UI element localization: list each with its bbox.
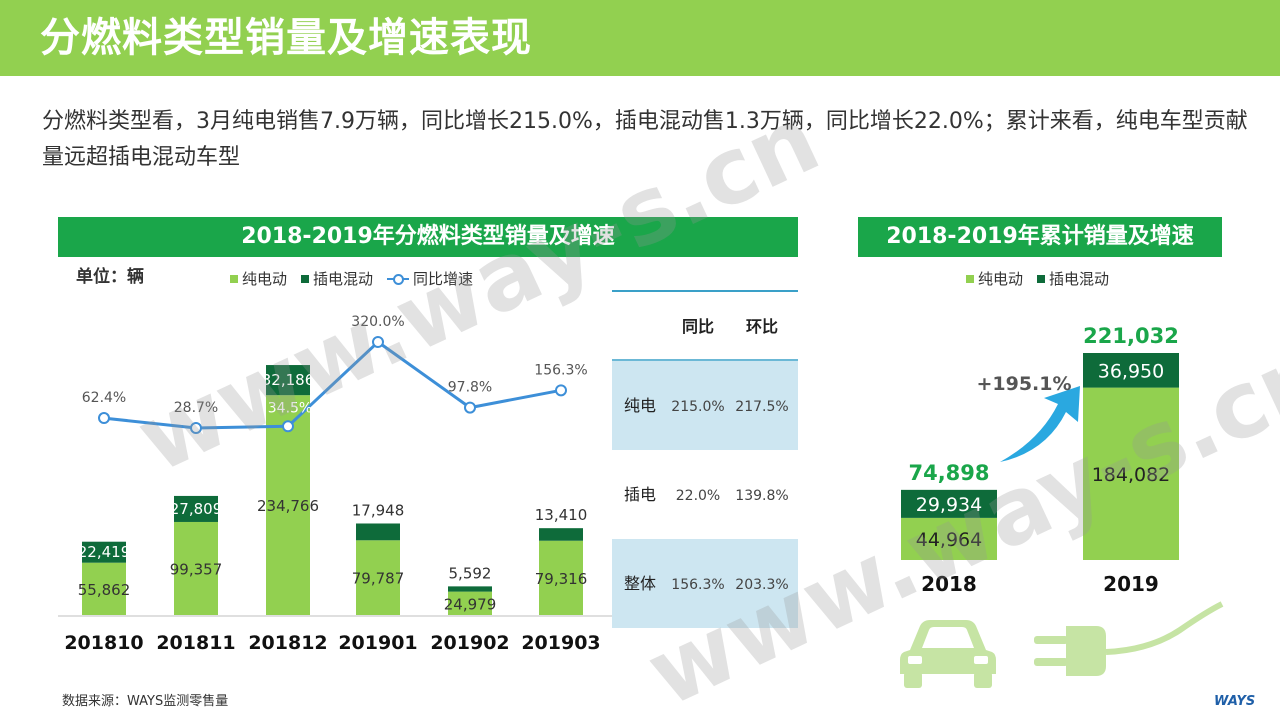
legend-item-bev: 纯电动: [230, 268, 287, 289]
unit-label: 单位：辆: [76, 267, 144, 287]
label-phev-201902: 5,592: [449, 564, 492, 582]
table-cell-mom-0: 217.5%: [735, 399, 788, 415]
table-row-label-1: 插电: [624, 485, 656, 504]
yoy-label-201810: 62.4%: [82, 390, 126, 406]
cum-bar-bev-2019: [1083, 387, 1179, 560]
right-legend-item-bev: 纯电动: [966, 268, 1023, 289]
yoy-point-201810: [98, 412, 110, 425]
yoy-label-201811: 28.7%: [174, 400, 218, 416]
cum-tick-2019: 2019: [1103, 572, 1159, 596]
table-cell-yoy-2: 156.3%: [671, 577, 724, 593]
bar-phev-201811: [174, 495, 218, 522]
legend-swatch-phev: [301, 274, 310, 283]
table-cell-yoy-0: 215.0%: [671, 399, 724, 415]
label-bev-201812: 234,766: [257, 497, 319, 515]
right-legend-swatch-phev: [1037, 274, 1046, 283]
right-legend: 纯电动 插电混动: [966, 268, 1123, 289]
right-legend-swatch-bev: [966, 274, 974, 283]
left-panel-title: 2018-2019年分燃料类型销量及增速: [58, 217, 798, 257]
plug-icon: [1034, 601, 1224, 676]
page-title: 分燃料类型销量及增速表现: [40, 15, 532, 61]
label-bev-201901: 79,787: [352, 570, 405, 588]
tick-201810: 201810: [64, 632, 143, 654]
legend-item-yoy: 同比增速: [387, 268, 473, 289]
label-phev-201812: 32,186: [262, 371, 315, 389]
label-phev-201901: 17,948: [352, 501, 405, 519]
label-phev-201811: 27,809: [170, 500, 223, 518]
legend-swatch-yoy: [387, 273, 410, 285]
left-legend: 纯电动 插电混动 同比增速: [230, 268, 487, 289]
right-legend-label-bev: 纯电动: [978, 270, 1024, 288]
bar-phev-201903: [539, 528, 583, 541]
cum-label-bev-2019: 184,082: [1092, 464, 1171, 486]
table-col-mom: 环比: [746, 317, 778, 336]
data-source: 数据来源：WAYS监测零售量: [62, 694, 229, 709]
ways-logo: WAYS: [1214, 694, 1256, 709]
yoy-point-201901: [372, 336, 384, 348]
right-panel-title: 2018-2019年累计销量及增速: [858, 217, 1222, 257]
bar-bev-201903: [539, 540, 583, 615]
label-bev-201811: 99,357: [170, 560, 223, 578]
legend-label-yoy: 同比增速: [413, 270, 474, 288]
yoy-point-201902: [464, 401, 476, 414]
legend-item-phev: 插电混动: [301, 268, 373, 289]
cum-label-phev-2019: 36,950: [1098, 360, 1164, 382]
label-bev-201903: 79,316: [535, 570, 588, 588]
bar-bev-201901: [356, 540, 400, 615]
cum-bar-phev-2018: [901, 489, 997, 518]
table-cell-yoy-1: 22.0%: [676, 488, 720, 504]
tick-201901: 201901: [338, 632, 417, 654]
right-legend-label-phev: 插电混动: [1049, 270, 1110, 288]
cum-label-phev-2018: 29,934: [916, 494, 982, 516]
bar-phev-201902: [448, 586, 492, 592]
label-phev-201903: 13,410: [535, 506, 588, 524]
cum-tick-2018: 2018: [921, 572, 977, 596]
tick-201902: 201902: [430, 632, 509, 654]
growth-arrow-icon: [1000, 386, 1080, 462]
bar-bev-201811: [174, 521, 218, 615]
cum-total-2018: 74,898: [908, 461, 989, 485]
label-bev-201810: 55,862: [78, 581, 131, 599]
car-icon: [900, 620, 996, 688]
bar-phev-201812: [266, 365, 310, 396]
cum-label-bev-2018: 44,964: [916, 529, 982, 551]
table-row-band-0: [612, 361, 798, 450]
bar-bev-201902: [448, 591, 492, 615]
bar-phev-201810: [82, 541, 126, 563]
table-col-yoy: 同比: [682, 317, 714, 336]
bar-phev-201901: [356, 523, 400, 541]
table-cell-mom-1: 139.8%: [735, 488, 788, 504]
yoy-point-201903: [555, 384, 567, 397]
tick-201811: 201811: [156, 632, 235, 654]
table-cell-mom-2: 203.3%: [735, 577, 788, 593]
yoy-point-201812: [282, 420, 294, 433]
yoy-label-201901: 320.0%: [351, 314, 404, 330]
right-legend-item-phev: 插电混动: [1037, 268, 1109, 289]
table-row-label-0: 纯电: [624, 396, 656, 415]
legend-label-bev: 纯电动: [242, 270, 288, 288]
cum-bar-bev-2018: [901, 517, 997, 560]
table-row-label-2: 整体: [624, 574, 656, 593]
yoy-point-201811: [190, 422, 202, 434]
legend-label-phev: 插电混动: [313, 270, 374, 288]
yoy-line: [103, 340, 562, 430]
cum-total-2019: 221,032: [1083, 324, 1179, 348]
growth-label: +195.1%: [976, 373, 1071, 395]
yoy-label-201902: 97.8%: [448, 380, 492, 396]
cum-bar-phev-2019: [1083, 353, 1179, 388]
table-row-band-2: [612, 539, 798, 628]
title-bar: [0, 0, 1280, 76]
legend-swatch-bev: [230, 274, 238, 283]
yoy-label-201812: 34.5%: [268, 400, 312, 416]
tick-201903: 201903: [521, 632, 600, 654]
bar-bev-201810: [82, 562, 126, 615]
label-bev-201902: 24,979: [444, 595, 497, 613]
tick-201812: 201812: [248, 632, 327, 654]
summary-text: 分燃料类型看，3月纯电销售7.9万辆，同比增长215.0%，插电混动售1.3万辆…: [42, 109, 1248, 170]
yoy-label-201903: 156.3%: [534, 362, 587, 378]
label-phev-201810: 22,419: [78, 543, 131, 561]
